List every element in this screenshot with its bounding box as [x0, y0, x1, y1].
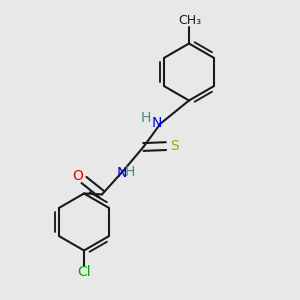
Text: Cl: Cl	[77, 265, 91, 279]
Text: S: S	[170, 139, 179, 153]
Text: N: N	[152, 116, 162, 130]
Text: O: O	[72, 169, 83, 182]
Text: H: H	[141, 111, 151, 124]
Text: CH₃: CH₃	[178, 14, 202, 27]
Text: N: N	[117, 167, 127, 180]
Text: H: H	[125, 165, 135, 178]
